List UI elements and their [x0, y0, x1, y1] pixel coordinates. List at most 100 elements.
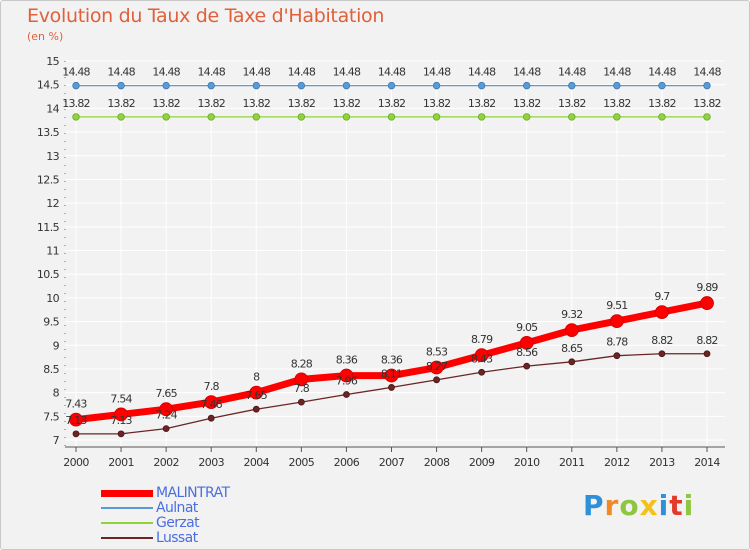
data-label-lussat: 7.96: [336, 375, 358, 388]
data-point-aulnat: [72, 81, 80, 90]
data-point-gerzat: [613, 113, 621, 121]
y-tick-label: 12.5: [37, 173, 60, 186]
brand-letter: t: [669, 489, 684, 522]
data-point-malintrat: [429, 360, 444, 375]
data-point-aulnat: [162, 81, 170, 90]
data-point-malintrat: [700, 296, 714, 310]
data-point-gerzat: [252, 113, 260, 121]
x-tick-label: 2008: [424, 456, 450, 469]
data-label-lussat: 7.8: [294, 382, 310, 395]
y-tick-label: 11: [46, 245, 59, 258]
data-label-malintrat: 9.05: [516, 321, 538, 334]
data-label-aulnat: 14.48: [378, 66, 406, 79]
data-point-gerzat: [703, 113, 711, 121]
data-point-gerzat: [297, 113, 306, 121]
data-label-malintrat: 8.36: [336, 354, 358, 367]
data-label-malintrat: 8.53: [426, 346, 448, 359]
data-label-malintrat: 7.65: [155, 387, 177, 400]
data-point-gerzat: [72, 113, 80, 121]
data-point-malintrat: [159, 402, 174, 417]
data-label-gerzat: 13.82: [62, 97, 90, 110]
data-label-lussat: 8.65: [561, 342, 583, 355]
data-label-lussat: 7.65: [246, 389, 268, 402]
data-label-malintrat: 7.54: [110, 392, 132, 405]
y-tick-label: 9.5: [43, 316, 59, 329]
data-label-aulnat: 14.48: [693, 66, 721, 79]
data-point-aulnat: [252, 81, 260, 90]
y-tick-label: 13.5: [37, 126, 60, 139]
data-point-aulnat: [117, 81, 125, 90]
y-tick-label: 10: [46, 292, 59, 305]
data-point-aulnat: [523, 81, 531, 90]
data-point-aulnat: [477, 81, 486, 90]
data-label-gerzat: 13.82: [423, 97, 451, 110]
data-point-lussat: [252, 405, 260, 413]
data-labels: 14.48 14.48 14.48 14.48 14.48 14.48 14.48 14.48…: [62, 66, 722, 427]
data-point-malintrat: [564, 323, 579, 337]
data-point-gerzat: [477, 113, 486, 121]
data-label-malintrat: 9.32: [561, 308, 582, 321]
data-point-gerzat: [342, 113, 351, 121]
x-tick-label: 2011: [559, 456, 585, 469]
data-label-gerzat: 13.82: [648, 97, 676, 110]
data-label-aulnat: 14.48: [107, 66, 135, 79]
data-label-malintrat: 9.7: [654, 290, 670, 303]
data-label-gerzat: 13.82: [468, 97, 496, 110]
data-label-gerzat: 13.82: [152, 97, 180, 110]
y-tick-label: 14: [46, 102, 59, 115]
data-point-malintrat: [294, 372, 309, 387]
data-label-lussat: 8.82: [696, 334, 717, 347]
data-label-lussat: 7.24: [155, 409, 177, 422]
data-point-lussat: [388, 384, 395, 391]
data-point-gerzat: [117, 113, 125, 121]
data-label-aulnat: 14.48: [468, 66, 496, 79]
data-point-malintrat: [519, 335, 534, 350]
brand-letter: r: [604, 489, 620, 522]
legend-swatch: [101, 537, 153, 539]
data-point-malintrat: [474, 348, 489, 363]
data-label-gerzat: 13.82: [333, 97, 361, 110]
data-point-lussat: [72, 430, 80, 438]
data-point-gerzat: [387, 113, 396, 121]
x-tick-label: 2006: [334, 456, 360, 469]
data-point-malintrat: [609, 314, 624, 328]
y-tick-label: 8: [53, 387, 60, 400]
data-point-malintrat: [384, 368, 399, 383]
data-label-aulnat: 14.48: [558, 66, 586, 79]
data-label-aulnat: 14.48: [152, 66, 180, 79]
data-point-aulnat: [207, 81, 215, 90]
y-tick-label: 10.5: [37, 268, 60, 281]
data-point-lussat: [703, 350, 711, 358]
data-point-aulnat: [387, 81, 396, 90]
data-label-aulnat: 14.48: [648, 66, 676, 79]
data-point-aulnat: [297, 81, 306, 90]
brand-logo: Proxiti: [583, 489, 694, 522]
legend-label: Gerzat: [156, 515, 200, 531]
x-tick-label: 2009: [469, 456, 495, 469]
plot-area: [65, 61, 725, 447]
data-label-malintrat: 7.8: [204, 380, 220, 393]
data-label-lussat: 7.13: [110, 414, 132, 427]
data-label-gerzat: 13.82: [243, 97, 271, 110]
data-point-lussat: [613, 352, 621, 360]
data-label-aulnat: 14.48: [333, 66, 361, 79]
data-label-aulnat: 14.48: [243, 66, 271, 79]
brand-letter: i: [658, 489, 670, 522]
y-tick-label: 7: [53, 434, 60, 447]
brand-letter: o: [619, 489, 640, 522]
data-point-lussat: [162, 425, 170, 433]
data-point-lussat: [433, 376, 440, 384]
data-point-gerzat: [658, 113, 666, 121]
data-point-malintrat: [204, 395, 219, 410]
data-point-aulnat: [703, 81, 711, 90]
data-point-lussat: [343, 391, 350, 398]
data-label-lussat: 8.27: [426, 360, 448, 373]
data-point-gerzat: [207, 113, 215, 121]
x-tick-label: 2002: [153, 456, 179, 469]
data-label-aulnat: 14.48: [423, 66, 451, 79]
data-label-malintrat: 8.36: [381, 354, 403, 367]
data-point-aulnat: [613, 81, 621, 90]
x-tick-label: 2013: [649, 456, 675, 469]
